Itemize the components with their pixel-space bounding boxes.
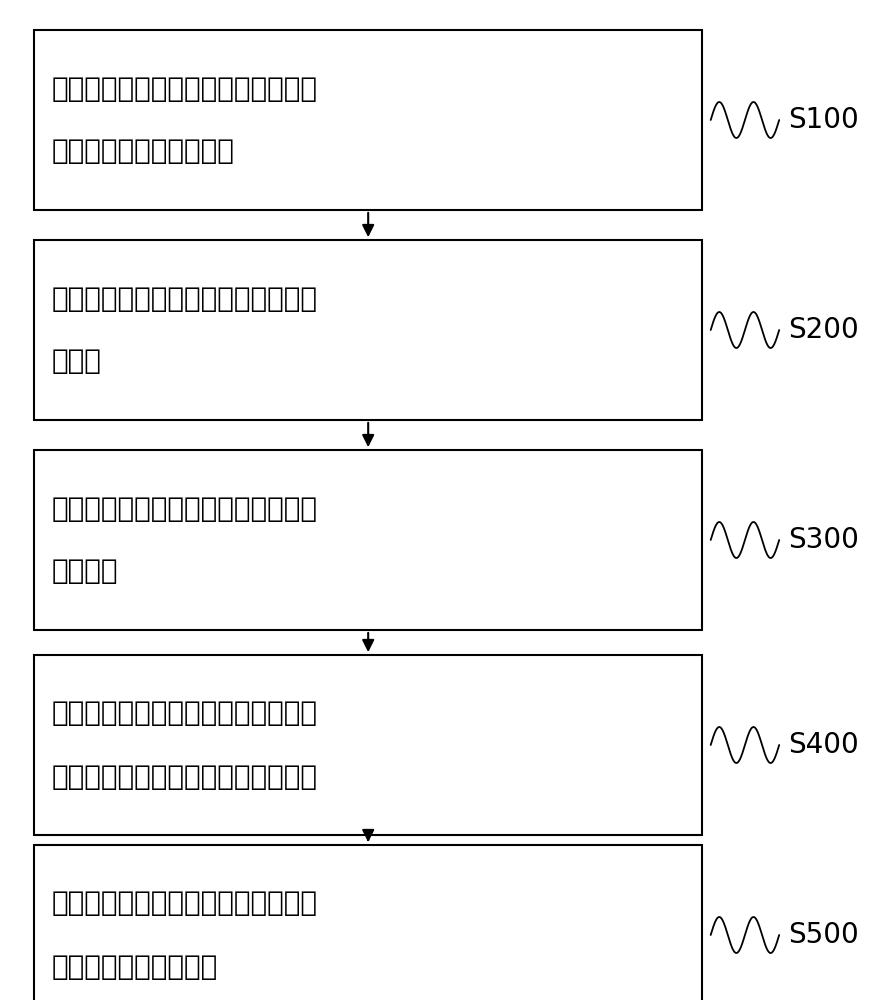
Text: 据客流数据选取公交线路: 据客流数据选取公交线路 [52,137,234,165]
FancyBboxPatch shape [34,845,702,1000]
FancyBboxPatch shape [34,30,702,210]
Text: 将补充线路组合到优化公交线网中，: 将补充线路组合到优化公交线网中， [52,890,318,918]
Text: S200: S200 [787,316,858,344]
Text: S300: S300 [787,526,859,554]
Text: S500: S500 [787,921,858,949]
Text: 基于选取出的公交线路，构建初始公: 基于选取出的公交线路，构建初始公 [52,284,318,312]
FancyBboxPatch shape [34,240,702,420]
Text: 公交线网: 公交线网 [52,558,118,585]
Text: 获取与公共交通相关的客流数据，根: 获取与公共交通相关的客流数据，根 [52,75,318,103]
FancyBboxPatch shape [34,655,702,835]
Text: S100: S100 [787,106,858,134]
FancyBboxPatch shape [34,450,702,630]
Text: 最终形成公交线网方案: 最终形成公交线网方案 [52,952,217,980]
Text: 检测优化公交线网中的未覆盖通道，: 检测优化公交线网中的未覆盖通道， [52,700,318,728]
Text: S400: S400 [787,731,858,759]
Text: 选取出可覆盖未覆盖通道的补充线路: 选取出可覆盖未覆盖通道的补充线路 [52,762,318,790]
Text: 交线网: 交线网 [52,347,101,375]
Text: 对初始公交线网进行优化，形成优化: 对初始公交线网进行优化，形成优化 [52,494,318,522]
